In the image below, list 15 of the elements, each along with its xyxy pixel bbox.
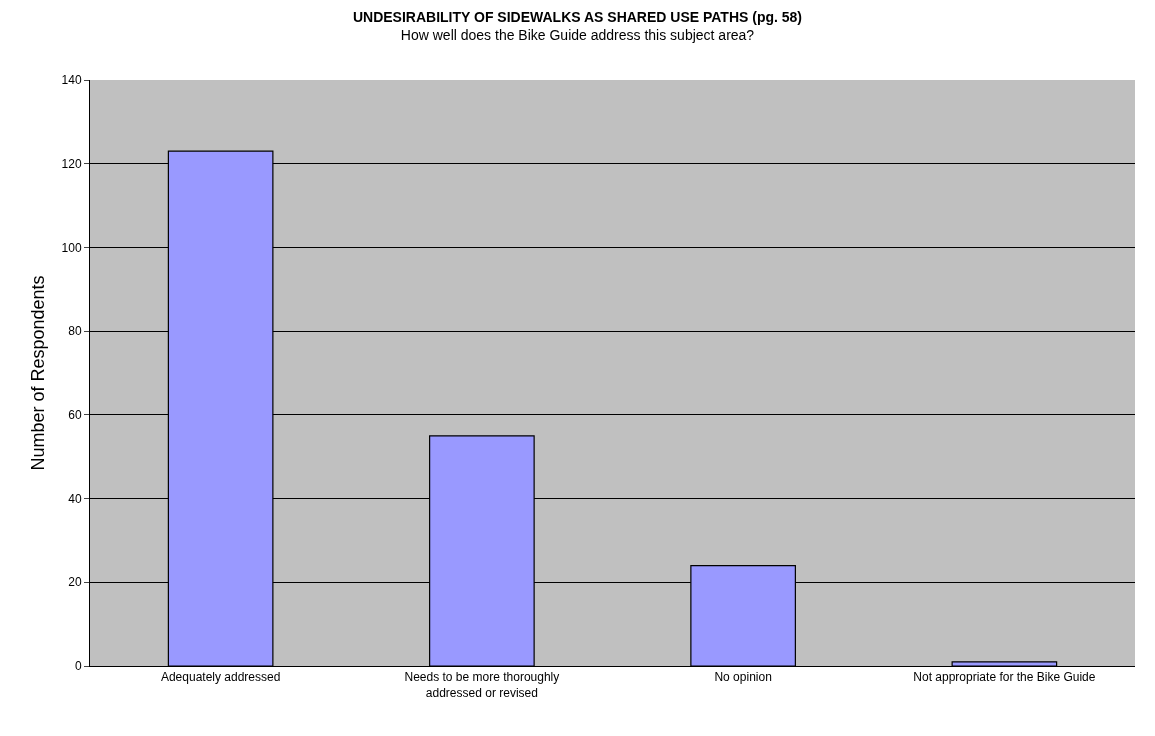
x-tick-label: Adequately addressed [160, 670, 281, 685]
chart-subtitle: How well does the Bike Guide address this subject area? [400, 27, 755, 44]
y-tick-label: 40 [68, 491, 82, 506]
y-tick-label: 100 [61, 240, 82, 255]
y-tick-label: 80 [68, 324, 82, 339]
chart-title: UNDESIRABILITY OF SIDEWALKS AS SHARED USE PATHS (pg. 58) [352, 9, 803, 26]
y-tick-label: 0 [74, 659, 82, 674]
y-tick-label: 20 [68, 575, 82, 590]
y-tick-label: 120 [61, 156, 82, 171]
x-tick-label: No opinion [714, 670, 772, 685]
y-tick-label: 60 [68, 408, 82, 423]
y-tick-label: 140 [61, 73, 82, 88]
y-axis-title: Number of Respondents [28, 275, 48, 471]
x-tick-label: Needs to be more thoroughly addressed or revised [404, 670, 560, 700]
x-tick-label: Not appropriate for the Bike Guide [913, 670, 1096, 685]
